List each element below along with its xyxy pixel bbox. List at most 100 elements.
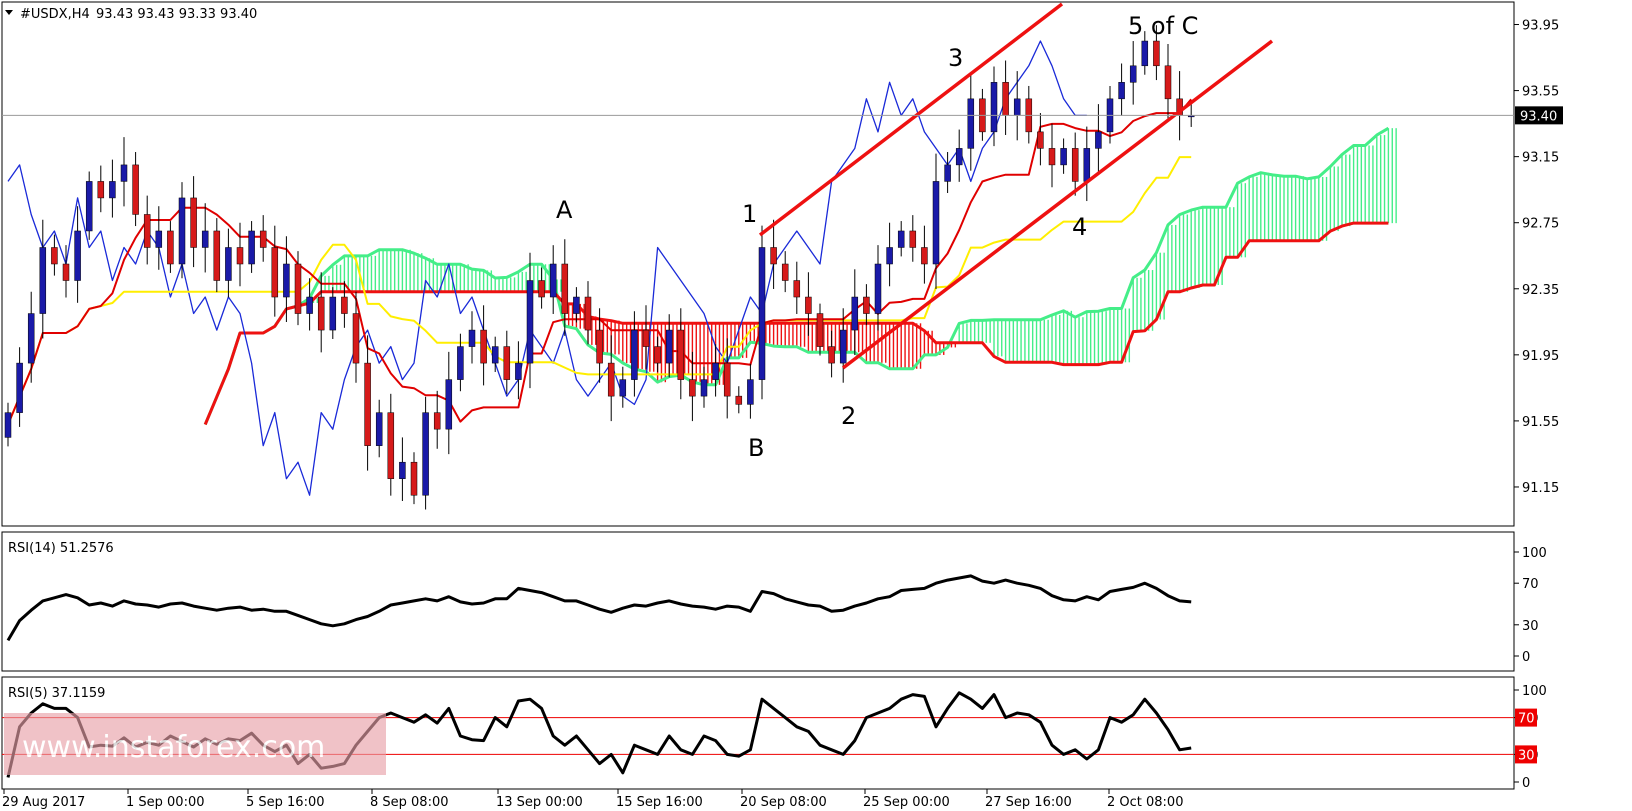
- candle: [1141, 31, 1149, 75]
- candle: [631, 311, 638, 397]
- candle-body: [1037, 131, 1044, 149]
- lower-trendline: [841, 39, 1274, 370]
- chikou-span-line: [7, 40, 1087, 496]
- candle-body: [306, 296, 313, 314]
- candle: [944, 152, 951, 194]
- candle-body: [399, 461, 406, 479]
- rsi-tick-label: 70: [1522, 577, 1539, 592]
- candle: [259, 215, 267, 262]
- candle: [654, 336, 661, 373]
- candle-body: [457, 346, 464, 380]
- candle-body: [120, 164, 128, 182]
- candle-body: [74, 230, 81, 281]
- candle-body: [317, 296, 325, 331]
- candle-body: [607, 362, 615, 397]
- instaforex-watermark: www.instaforex.com: [4, 713, 386, 775]
- candle-body: [375, 412, 383, 446]
- rsi-tick-label: 0: [1522, 776, 1530, 791]
- candle: [16, 347, 23, 427]
- time-tick-label: 8 Sep 08:00: [370, 795, 449, 810]
- candle-body: [700, 379, 708, 397]
- candle-body: [190, 197, 197, 248]
- candle-body: [886, 247, 893, 265]
- candle: [665, 314, 673, 378]
- candle: [97, 165, 105, 213]
- candle-body: [329, 296, 337, 331]
- candle-body: [236, 247, 244, 265]
- candle: [387, 393, 395, 496]
- candle: [955, 129, 963, 182]
- candle-body: [201, 230, 209, 248]
- candle-body: [1164, 65, 1172, 100]
- candle: [364, 335, 371, 471]
- wave-label: 4: [1072, 213, 1087, 241]
- candle-body: [874, 263, 882, 314]
- candle: [433, 390, 441, 449]
- rsi-tick-label: 30: [1522, 619, 1539, 634]
- candle: [306, 278, 313, 331]
- candle-body: [410, 461, 418, 496]
- candle: [410, 452, 418, 505]
- candle-body: [271, 247, 279, 298]
- price-tick-label: 93.55: [1522, 85, 1559, 100]
- candle-body: [433, 412, 441, 430]
- candle: [190, 176, 197, 268]
- candle-body: [39, 247, 47, 314]
- candle-body: [770, 247, 777, 265]
- candle: [805, 272, 812, 336]
- candle-body: [839, 329, 847, 364]
- candle: [515, 341, 522, 400]
- axes: 93.95 93.55 93.15 92.75 92.35 91.95 91.55 91.15…: [2, 19, 1563, 810]
- trend-channel: A B 1 2 3 4 5 of C: [556, 2, 1274, 462]
- upper-trendline: [758, 2, 1064, 237]
- candle: [491, 336, 499, 373]
- candle: [271, 225, 279, 317]
- candle: [619, 366, 627, 408]
- candle-body: [225, 247, 232, 281]
- candle-body: [248, 230, 255, 265]
- candle: [700, 366, 708, 408]
- watermark-text: www.instaforex.com: [22, 730, 325, 765]
- candle-body: [1013, 98, 1021, 116]
- dropdown-triangle-icon[interactable]: [5, 10, 13, 15]
- candle-body: [897, 230, 905, 248]
- candle-body: [1002, 82, 1009, 116]
- candle: [236, 222, 244, 287]
- candle: [167, 221, 174, 273]
- time-tick-label: 20 Sep 08:00: [740, 795, 827, 810]
- time-tick-label: 13 Sep 00:00: [496, 795, 583, 810]
- candle-body: [213, 230, 221, 281]
- candle-body: [1141, 40, 1149, 67]
- candle-body: [294, 263, 302, 314]
- candle-body: [909, 230, 917, 248]
- candle-body: [689, 379, 696, 397]
- candle: [839, 308, 847, 383]
- candle-body: [132, 164, 139, 215]
- candle: [932, 153, 940, 289]
- candle: [770, 219, 777, 289]
- candle-body: [259, 230, 267, 248]
- candle-body: [515, 362, 522, 380]
- candle: [155, 206, 163, 270]
- candle-body: [631, 329, 638, 380]
- candle-body: [4, 412, 12, 438]
- candle: [85, 171, 93, 240]
- candle-body: [85, 181, 93, 232]
- candle-body: [341, 296, 348, 314]
- candle: [27, 291, 35, 383]
- candle-body: [944, 164, 951, 182]
- candle-body: [538, 280, 545, 298]
- candle: [294, 251, 302, 326]
- candle: [828, 330, 835, 378]
- candle: [538, 267, 545, 309]
- candle: [584, 281, 592, 345]
- wave-label: B: [748, 434, 764, 462]
- current-price-box: [1515, 106, 1563, 125]
- candle: [897, 221, 905, 257]
- candle: [120, 137, 128, 207]
- candle-body: [1095, 131, 1102, 149]
- candle: [549, 245, 557, 314]
- candle: [143, 195, 151, 265]
